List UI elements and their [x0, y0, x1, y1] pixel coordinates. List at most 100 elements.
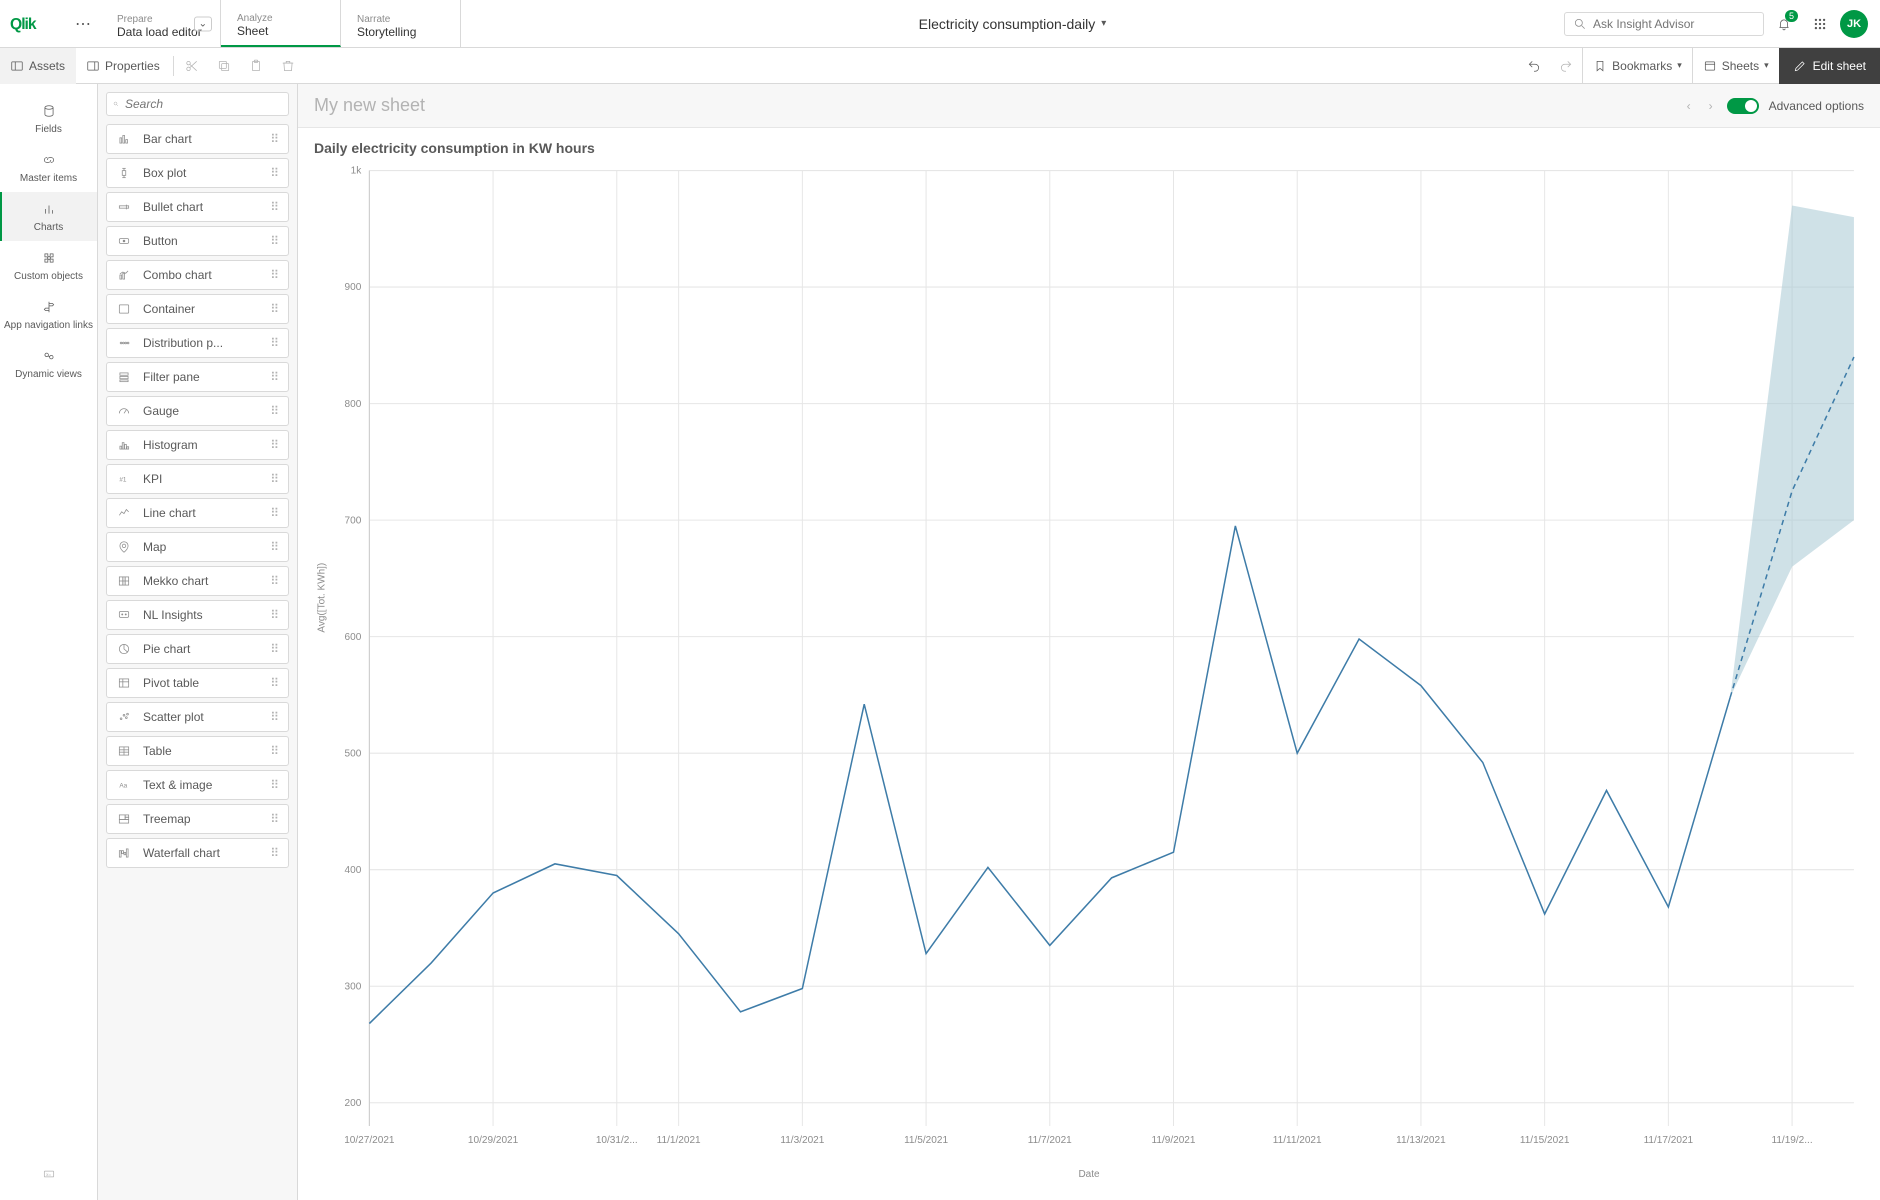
insight-search[interactable]	[1564, 12, 1764, 36]
drag-handle-icon: ⠿	[270, 438, 280, 452]
sheet-title[interactable]: My new sheet	[314, 95, 1683, 116]
chart-type-pie-chart[interactable]: Pie chart ⠿	[106, 634, 289, 664]
svg-text:11/1/2021: 11/1/2021	[657, 1135, 701, 1146]
asset-panel: Bar chart ⠿ Box plot ⠿ Bullet chart ⠿ Bu…	[98, 84, 298, 1200]
filter-icon	[115, 370, 133, 384]
dist-icon	[115, 336, 133, 350]
svg-text:700: 700	[345, 515, 362, 526]
nav-tab-data-load-editor[interactable]: Prepare Data load editor⌄	[101, 0, 221, 47]
chart-type-distribution-p-[interactable]: Distribution p... ⠿	[106, 328, 289, 358]
drag-handle-icon: ⠿	[270, 812, 280, 826]
rail-item-custom-objects[interactable]: Custom objects	[0, 241, 97, 290]
asset-search-input[interactable]	[125, 97, 282, 111]
variables-button[interactable]: x=	[33, 1156, 65, 1192]
drag-handle-icon: ⠿	[270, 506, 280, 520]
panel-left-icon	[10, 59, 24, 73]
chart-type-kpi[interactable]: #1 KPI ⠿	[106, 464, 289, 494]
nav-tab-storytelling[interactable]: Narrate Storytelling	[341, 0, 461, 47]
app-title[interactable]: Electricity consumption-daily ▾	[461, 16, 1564, 32]
chart-type-waterfall-chart[interactable]: Waterfall chart ⠿	[106, 838, 289, 868]
insight-search-input[interactable]	[1593, 17, 1755, 31]
chevron-down-icon[interactable]: ⌄	[194, 16, 212, 31]
nav-tab-main: Storytelling	[357, 25, 444, 39]
chart-type-bullet-chart[interactable]: Bullet chart ⠿	[106, 192, 289, 222]
button-icon	[115, 234, 133, 248]
user-avatar[interactable]: JK	[1840, 10, 1868, 38]
svg-text:11/15/2021: 11/15/2021	[1520, 1135, 1570, 1146]
nav-tab-sub: Analyze	[237, 13, 324, 24]
grid-menu-button[interactable]	[1804, 8, 1836, 40]
bookmarks-button[interactable]: Bookmarks ▾	[1582, 48, 1692, 84]
rail-item-fields[interactable]: Fields	[0, 94, 97, 143]
line-chart-svg: 2003004005006007008009001k10/27/202110/2…	[314, 160, 1864, 1163]
chart-type-mekko-chart[interactable]: Mekko chart ⠿	[106, 566, 289, 596]
chart-type-bar-chart[interactable]: Bar chart ⠿	[106, 124, 289, 154]
prev-sheet-button[interactable]: ‹	[1683, 95, 1695, 117]
search-icon	[113, 97, 119, 111]
rail-item-charts[interactable]: Charts	[0, 192, 97, 241]
copy-button[interactable]	[208, 48, 240, 84]
chart-type-button[interactable]: Button ⠿	[106, 226, 289, 256]
svg-text:300: 300	[345, 981, 362, 992]
nav-tab-sheet[interactable]: Analyze Sheet	[221, 0, 341, 47]
paste-button[interactable]	[240, 48, 272, 84]
svg-text:11/11/2021: 11/11/2021	[1273, 1135, 1322, 1146]
chart-object[interactable]: Daily electricity consumption in KW hour…	[298, 128, 1880, 1200]
rail-item-master-items[interactable]: Master items	[0, 143, 97, 192]
chart-type-treemap[interactable]: Treemap ⠿	[106, 804, 289, 834]
chart-type-label: Gauge	[143, 404, 270, 418]
chart-type-table[interactable]: Table ⠿	[106, 736, 289, 766]
cut-button[interactable]	[176, 48, 208, 84]
rail-item-app-navigation-links[interactable]: App navigation links	[0, 290, 97, 339]
hist-icon	[115, 438, 133, 452]
chart-type-combo-chart[interactable]: Combo chart ⠿	[106, 260, 289, 290]
redo-icon	[1559, 59, 1573, 73]
chart-type-nl-insights[interactable]: NL Insights ⠿	[106, 600, 289, 630]
chart-type-scatter-plot[interactable]: Scatter plot ⠿	[106, 702, 289, 732]
gauge-icon	[115, 404, 133, 418]
properties-toggle[interactable]: Properties	[76, 48, 171, 84]
chart-type-box-plot[interactable]: Box plot ⠿	[106, 158, 289, 188]
nl-icon	[115, 608, 133, 622]
svg-text:11/5/2021: 11/5/2021	[904, 1135, 948, 1146]
grid-icon	[1813, 17, 1827, 31]
chart-type-histogram[interactable]: Histogram ⠿	[106, 430, 289, 460]
svg-text:10/31/2...: 10/31/2...	[596, 1135, 638, 1146]
undo-button[interactable]	[1518, 48, 1550, 84]
notification-badge: 5	[1785, 10, 1798, 22]
asset-search[interactable]	[106, 92, 289, 116]
chart-type-line-chart[interactable]: Line chart ⠿	[106, 498, 289, 528]
mekko-icon	[115, 574, 133, 588]
chart-type-filter-pane[interactable]: Filter pane ⠿	[106, 362, 289, 392]
chart-type-label: Text & image	[143, 778, 270, 792]
chart-type-map[interactable]: Map ⠿	[106, 532, 289, 562]
assets-toggle[interactable]: Assets	[0, 48, 76, 84]
notifications-button[interactable]: 5	[1768, 8, 1800, 40]
chevron-down-icon: ▾	[1677, 60, 1682, 71]
sheets-button[interactable]: Sheets ▾	[1692, 48, 1779, 84]
kpi-icon: #1	[115, 472, 133, 486]
chart-type-gauge[interactable]: Gauge ⠿	[106, 396, 289, 426]
chart-type-list: Bar chart ⠿ Box plot ⠿ Bullet chart ⠿ Bu…	[106, 124, 289, 868]
link-icon	[40, 151, 58, 169]
edit-sheet-button[interactable]: Edit sheet	[1779, 48, 1880, 84]
chart-type-label: Distribution p...	[143, 336, 270, 350]
nav-tab-sub: Narrate	[357, 14, 444, 25]
redo-button[interactable]	[1550, 48, 1582, 84]
sheet-header: My new sheet ‹ › Advanced options	[298, 84, 1880, 128]
chart-type-pivot-table[interactable]: Pivot table ⠿	[106, 668, 289, 698]
sheets-label: Sheets	[1722, 59, 1759, 73]
rail-item-dynamic-views[interactable]: Dynamic views	[0, 339, 97, 388]
rail-item-label: Master items	[20, 173, 77, 184]
delete-button[interactable]	[272, 48, 304, 84]
app-menu-icon[interactable]: ⋯	[65, 14, 101, 34]
chart-type-container[interactable]: Container ⠿	[106, 294, 289, 324]
chart-body: Avg([Tot. KWh]) 200300400500600700800900…	[314, 160, 1864, 1163]
properties-label: Properties	[105, 59, 160, 73]
chart-type-label: Bullet chart	[143, 200, 270, 214]
advanced-toggle[interactable]	[1727, 98, 1759, 114]
drag-handle-icon: ⠿	[270, 778, 280, 792]
next-sheet-button[interactable]: ›	[1705, 95, 1717, 117]
qlik-logo[interactable]: Qlik	[0, 14, 65, 34]
chart-type-text-image[interactable]: Aa Text & image ⠿	[106, 770, 289, 800]
